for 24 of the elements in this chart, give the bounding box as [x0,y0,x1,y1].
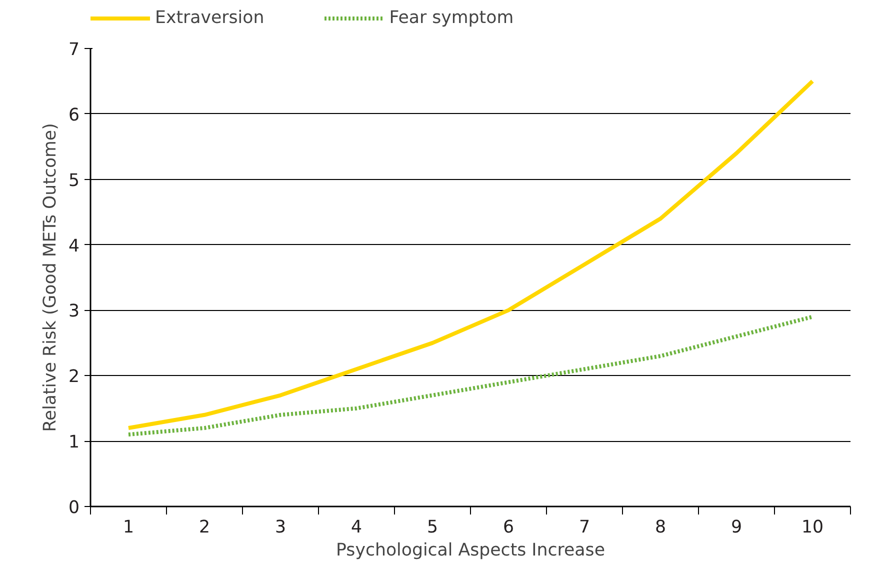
x-tick-label: 8 [654,518,666,538]
y-tick-label: 4 [68,236,80,256]
x-tick-label: 7 [578,518,590,538]
y-axis-title: Relative Risk (Good METs Outcome) [40,123,60,432]
y-tick-label: 2 [68,367,80,388]
x-tick-label: 10 [801,518,824,538]
y-tick-label: 3 [68,302,80,322]
line-series [126,314,814,437]
y-tick-label: 0 [68,498,80,518]
x-tick-label: 1 [122,518,134,538]
y-tick-label: 1 [68,432,80,453]
x-axis-title: Psychological Aspects Increase [336,540,605,560]
line-series [126,79,814,430]
x-tick-label: 9 [730,518,742,538]
x-tick-label: 3 [274,518,286,538]
y-tick-label: 5 [68,170,80,191]
x-tick-label: 2 [198,518,210,538]
y-tick-label: 6 [68,105,80,126]
legend-label: Extraversion [155,8,264,28]
legend-label: Fear symptom [389,8,514,28]
x-tick-label: 4 [350,518,362,538]
x-tick-label: 6 [502,518,514,538]
y-tick-label: 7 [68,40,80,60]
x-tick-label: 5 [426,518,438,538]
